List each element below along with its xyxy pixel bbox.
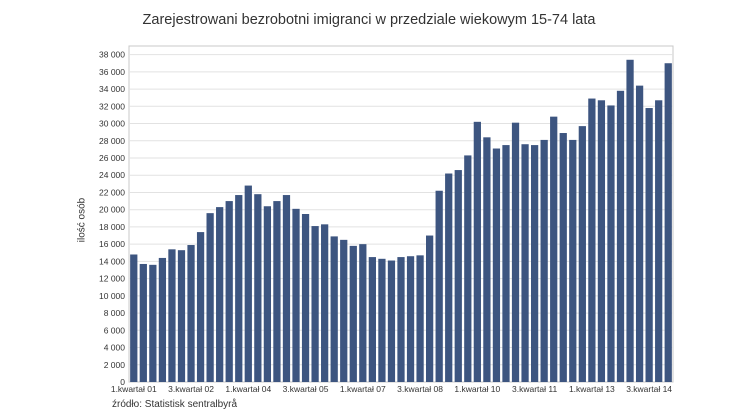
y-tick-labels: 0 2 000 4 000 6 000 8 000 10 000 12 000 14 000 1…: [99, 50, 125, 387]
x-tick-label: 3.kwartał 11: [512, 384, 557, 394]
bar: [273, 201, 281, 382]
bar: [225, 201, 233, 382]
bar: [464, 155, 472, 382]
bar: [301, 214, 310, 382]
bar: [511, 122, 520, 383]
bar: [597, 100, 606, 382]
bar: [235, 195, 243, 382]
bar: [321, 224, 329, 382]
y-tick-label: 28 000: [99, 136, 125, 146]
bar: [368, 257, 376, 382]
bar: [206, 213, 214, 382]
bar: [502, 145, 510, 382]
x-tick-label: 1.kwartał 01: [111, 384, 157, 394]
bar: [397, 257, 405, 382]
y-tick-label: 6 000: [104, 325, 126, 335]
y-tick-label: 34 000: [99, 84, 125, 94]
x-tick-label: 1.kwartał 13: [569, 384, 615, 394]
y-tick-label: 24 000: [99, 170, 125, 180]
y-tick-label: 16 000: [99, 239, 125, 249]
bar: [550, 116, 558, 383]
bar: [158, 257, 167, 382]
bar: [330, 236, 338, 382]
y-tick-label: 20 000: [99, 205, 125, 215]
bar: [540, 139, 548, 382]
y-tick-label: 14 000: [99, 256, 125, 266]
source-note: źródło: Statistisk sentralbyrå: [112, 399, 238, 410]
bar: [196, 232, 205, 382]
bar: [311, 226, 319, 382]
y-tick-label: 10 000: [99, 291, 125, 301]
bar: [645, 108, 653, 382]
bar: [445, 173, 453, 382]
x-tick-label: 1.kwartał 04: [225, 384, 271, 394]
x-tick-label: 3.kwartał 05: [283, 384, 329, 394]
y-tick-label: 26 000: [99, 153, 125, 163]
bar: [130, 254, 138, 382]
bar: [406, 256, 415, 382]
y-tick-label: 30 000: [99, 119, 125, 129]
x-tick-label: 3.kwartał 08: [397, 384, 443, 394]
bar: [664, 63, 672, 382]
x-tick-label: 3.kwartał 14: [626, 384, 672, 394]
bar: [521, 144, 529, 382]
bar: [435, 190, 443, 382]
y-tick-label: 36 000: [99, 67, 125, 77]
bar: [359, 244, 367, 382]
bars: [130, 59, 672, 383]
chart-title: Zarejestrowani bezrobotni imigranci w pr…: [142, 12, 596, 28]
bar: [426, 235, 434, 382]
bar: [177, 250, 186, 382]
bar: [292, 208, 300, 382]
bar: [607, 105, 615, 382]
x-tick-label: 1.kwartał 10: [454, 384, 500, 394]
bar: [655, 100, 663, 382]
y-tick-label: 22 000: [99, 187, 125, 197]
bar: [635, 85, 644, 382]
bar: [626, 59, 634, 382]
x-tick-label: 1.kwartał 07: [340, 384, 386, 394]
bar: [387, 260, 396, 382]
bar: [149, 264, 157, 382]
bar: [254, 194, 262, 382]
y-tick-label: 0: [120, 377, 125, 387]
bar: [349, 245, 357, 382]
x-tick-label: 3.kwartał 02: [168, 384, 214, 394]
x-tick-labels: 1.kwartał 01 3.kwartał 02 1.kwartał 04 3.kw…: [111, 384, 672, 394]
bar: [244, 185, 252, 382]
y-tick-label: 38 000: [99, 50, 125, 60]
bar: [559, 133, 567, 382]
bar: [454, 170, 462, 382]
bar: [263, 206, 272, 382]
bar: [168, 249, 176, 382]
bar: [492, 148, 501, 382]
bar: [569, 139, 577, 382]
bar: [588, 98, 596, 383]
bar: [483, 137, 491, 382]
y-tick-label: 4 000: [104, 343, 126, 353]
bar: [616, 90, 625, 383]
y-tick-label: 8 000: [104, 308, 126, 318]
bar: [340, 239, 348, 382]
bar: [378, 258, 386, 382]
y-tick-label: 32 000: [99, 101, 125, 111]
bar: [282, 195, 291, 382]
bar: [473, 121, 481, 382]
y-tick-label: 18 000: [99, 222, 125, 232]
bar: [416, 255, 424, 382]
bar: [139, 263, 147, 382]
bar: [530, 145, 539, 382]
bar: [578, 126, 586, 383]
y-tick-label: 12 000: [99, 274, 125, 284]
bar: [187, 245, 195, 382]
bar: [216, 207, 224, 382]
y-tick-label: 2 000: [104, 360, 126, 370]
